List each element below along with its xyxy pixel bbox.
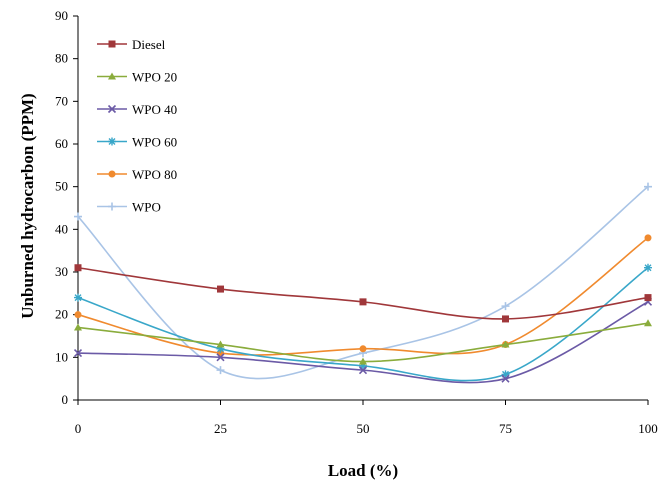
legend-marker <box>108 202 116 211</box>
data-point-wpo-20 <box>216 340 225 348</box>
series-wpo-20 <box>74 319 652 365</box>
legend-label: Diesel <box>132 37 166 52</box>
legend-marker <box>107 104 117 114</box>
legend-marker <box>108 72 116 80</box>
y-tick-label: 90 <box>55 8 68 23</box>
data-point-wpo-40 <box>501 374 510 383</box>
series-diesel <box>74 264 652 323</box>
x-tick-label: 50 <box>357 421 370 436</box>
data-point-wpo-60 <box>216 344 225 353</box>
legend-item-wpo-20: WPO 20 <box>97 70 177 85</box>
data-point-wpo-40 <box>73 349 83 358</box>
legend-item-wpo-40: WPO 40 <box>97 102 177 117</box>
data-point-wpo <box>74 212 82 221</box>
series-line-diesel <box>77 266 649 320</box>
y-tick-label: 0 <box>62 392 69 407</box>
legend-marker <box>108 137 116 146</box>
y-tick-label: 40 <box>55 221 68 236</box>
x-tick-label: 75 <box>499 421 512 436</box>
y-tick-label: 20 <box>55 307 68 322</box>
x-tick-label: 25 <box>214 421 227 436</box>
x-axis-ticks: 0 25 50 75 100 <box>75 400 658 436</box>
data-point-wpo <box>216 366 225 375</box>
series-wpo <box>74 182 652 380</box>
data-point-diesel <box>644 294 652 302</box>
series-layer <box>73 182 653 384</box>
data-point-wpo-80 <box>74 311 82 319</box>
data-point-diesel <box>74 264 82 272</box>
legend-label: WPO 20 <box>132 70 177 85</box>
legend-label: WPO 40 <box>132 102 177 117</box>
legend-label: WPO 60 <box>132 135 177 150</box>
data-point-wpo-20 <box>359 357 367 365</box>
legend-item-diesel: Diesel <box>97 37 166 52</box>
data-point-wpo-20 <box>644 319 652 327</box>
data-point-diesel <box>359 298 367 306</box>
x-tick-label: 100 <box>638 421 658 436</box>
data-point-wpo-20 <box>501 340 510 348</box>
legend-label: WPO <box>132 200 161 215</box>
data-point-wpo-60 <box>74 293 82 302</box>
data-point-wpo-60 <box>644 263 652 272</box>
y-tick-label: 30 <box>55 264 68 279</box>
data-point-wpo-60 <box>501 370 510 379</box>
y-axis-title: Unburned hydrocarbon (PPM) <box>18 93 37 318</box>
y-tick-label: 80 <box>55 51 68 66</box>
y-axis-ticks: 0 10 20 30 40 50 60 70 80 90 <box>55 8 78 407</box>
data-point-diesel <box>502 315 509 323</box>
legend-item-wpo: WPO <box>97 200 161 215</box>
data-point-wpo-80 <box>359 345 367 353</box>
legend-label: WPO 80 <box>132 167 177 182</box>
data-point-wpo-40 <box>358 366 368 375</box>
legend-marker <box>108 40 116 48</box>
legend-item-wpo-80: WPO 80 <box>97 167 177 182</box>
x-axis-title: Load (%) <box>328 461 398 480</box>
data-point-wpo <box>501 302 510 311</box>
series-wpo-40 <box>73 297 653 384</box>
data-point-wpo-80 <box>644 234 652 242</box>
y-tick-label: 70 <box>55 93 68 108</box>
data-point-wpo-20 <box>74 323 82 331</box>
legend-marker <box>108 170 116 178</box>
legend: Diesel WPO 20 WPO 40 WPO 60 WPO 80 WPO <box>97 37 177 215</box>
x-tick-label: 0 <box>75 421 82 436</box>
data-point-wpo-60 <box>359 361 367 370</box>
data-point-wpo-40 <box>216 353 225 362</box>
series-wpo-80 <box>74 234 652 357</box>
y-tick-label: 50 <box>55 179 68 194</box>
data-point-wpo <box>644 182 652 191</box>
legend-item-wpo-60: WPO 60 <box>97 135 177 150</box>
series-wpo-60 <box>74 263 652 382</box>
data-point-diesel <box>217 285 224 293</box>
y-tick-label: 60 <box>55 136 68 151</box>
y-tick-label: 10 <box>55 349 68 364</box>
